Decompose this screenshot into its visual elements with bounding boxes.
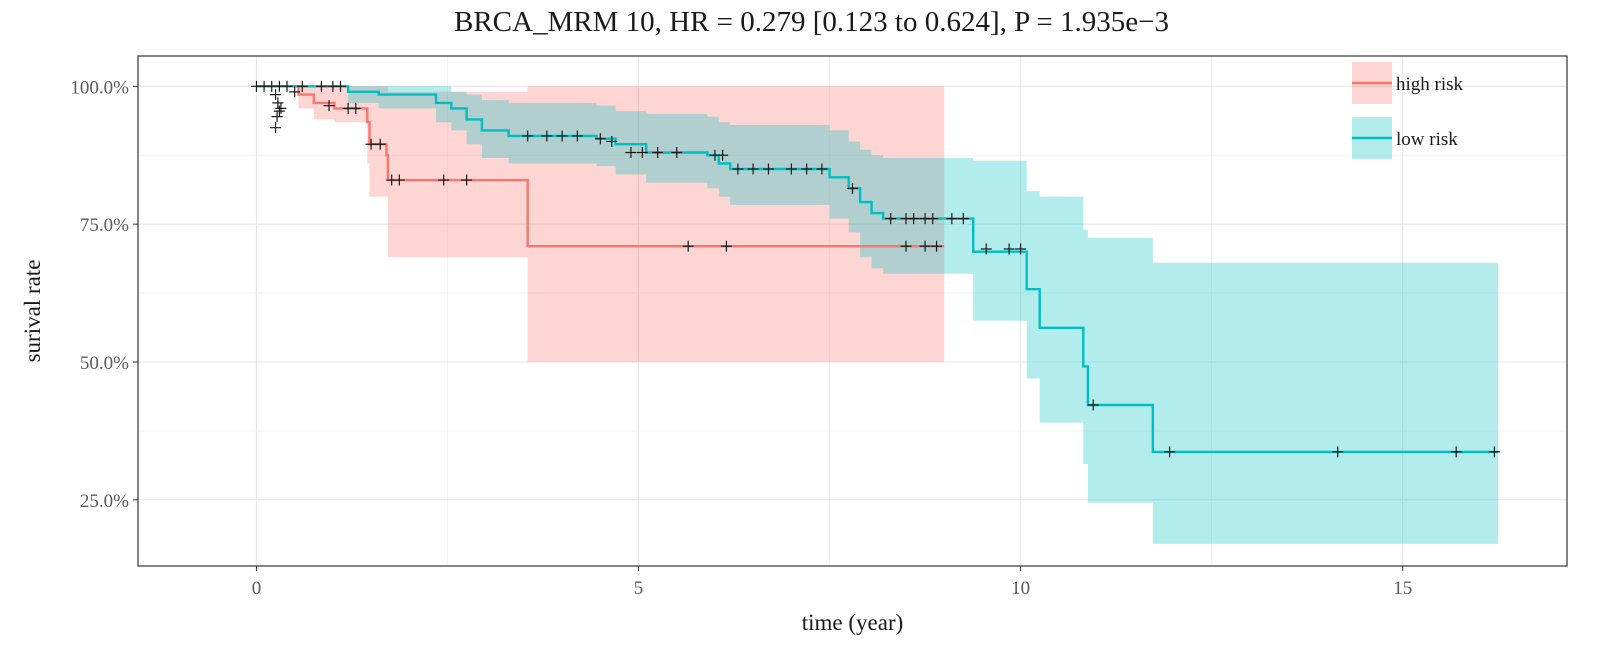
censor-mark xyxy=(717,149,729,161)
censor-mark xyxy=(671,146,683,158)
censor-mark xyxy=(271,111,283,123)
censor-mark xyxy=(1164,446,1176,458)
censor-mark xyxy=(625,146,637,158)
censor-mark xyxy=(957,213,969,225)
legend-label: low risk xyxy=(1396,129,1458,150)
censor-mark xyxy=(323,100,335,112)
x-tick-label: 0 xyxy=(252,578,262,599)
censor-mark xyxy=(816,163,828,175)
censor-mark xyxy=(1332,446,1344,458)
censor-mark xyxy=(250,80,262,92)
survival-line xyxy=(256,85,1499,454)
x-tick-label: 15 xyxy=(1393,578,1412,599)
ci-band xyxy=(256,86,1499,544)
censor-mark xyxy=(801,163,813,175)
censor-mark xyxy=(980,243,992,255)
survival-curves xyxy=(256,85,1499,454)
axis-ticks: 0 5 10 15 100.0% 75.0% 50.0% 25.0% xyxy=(70,77,1412,599)
censor-mark xyxy=(785,163,797,175)
censor-mark xyxy=(273,105,285,117)
censor-mark xyxy=(919,240,931,252)
y-tick-label: 75.0% xyxy=(80,215,129,236)
censor-mark xyxy=(266,80,278,92)
y-axis-label: surival rate xyxy=(20,260,45,363)
legend: high risk low risk xyxy=(1352,62,1464,159)
x-axis-label: time (year) xyxy=(802,610,904,635)
censor-mark xyxy=(927,213,939,225)
censor-mark xyxy=(762,163,774,175)
censor-mark xyxy=(1488,446,1500,458)
legend-label: high risk xyxy=(1396,74,1464,95)
censor-mark xyxy=(350,102,362,114)
censor-mark xyxy=(335,80,347,92)
censor-mark xyxy=(281,80,293,92)
x-tick-label: 5 xyxy=(634,578,644,599)
plot-panel-border xyxy=(137,55,1568,567)
censor-mark xyxy=(606,135,618,147)
censor-mark xyxy=(636,146,648,158)
x-tick-label: 10 xyxy=(1011,578,1030,599)
censor-mark xyxy=(270,89,282,101)
censor-mark xyxy=(1003,243,1015,255)
censor-mark xyxy=(1450,446,1462,458)
censor-mark xyxy=(296,80,308,92)
ci-band xyxy=(256,86,945,363)
censor-mark xyxy=(1015,243,1027,255)
censor-mark xyxy=(522,130,534,142)
censor-mark xyxy=(946,213,958,225)
censor-mark xyxy=(931,240,943,252)
censor-mark xyxy=(885,213,897,225)
censor-mark xyxy=(365,138,377,150)
censor-mark xyxy=(652,146,664,158)
y-tick-label: 50.0% xyxy=(80,353,129,374)
censor-mark xyxy=(374,138,386,150)
censor-mark xyxy=(272,97,284,109)
confidence-bands xyxy=(256,86,1499,544)
survival-line xyxy=(256,85,945,248)
censor-mark xyxy=(594,133,606,145)
censor-mark xyxy=(682,240,694,252)
censor-mark xyxy=(393,174,405,186)
censor-mark xyxy=(571,130,583,142)
censor-mark xyxy=(289,86,301,98)
censor-marks xyxy=(250,80,1500,458)
censor-mark xyxy=(438,174,450,186)
censor-mark xyxy=(908,213,920,225)
censor-mark xyxy=(275,102,287,114)
grid-layer xyxy=(138,56,1567,566)
y-tick-label: 25.0% xyxy=(80,491,129,512)
censor-mark xyxy=(556,130,568,142)
censor-mark xyxy=(847,182,858,194)
censor-mark xyxy=(732,163,744,175)
y-tick-label: 100.0% xyxy=(70,77,129,98)
censor-mark xyxy=(270,122,282,134)
censor-mark xyxy=(900,240,912,252)
censor-mark xyxy=(747,163,759,175)
chart-title: BRCA_MRM 10, HR = 0.279 [0.123 to 0.624]… xyxy=(453,6,1170,38)
censor-mark xyxy=(315,80,327,92)
censor-mark xyxy=(1087,399,1099,411)
censor-mark xyxy=(720,240,732,252)
censor-mark xyxy=(461,174,473,186)
censor-mark xyxy=(541,130,553,142)
